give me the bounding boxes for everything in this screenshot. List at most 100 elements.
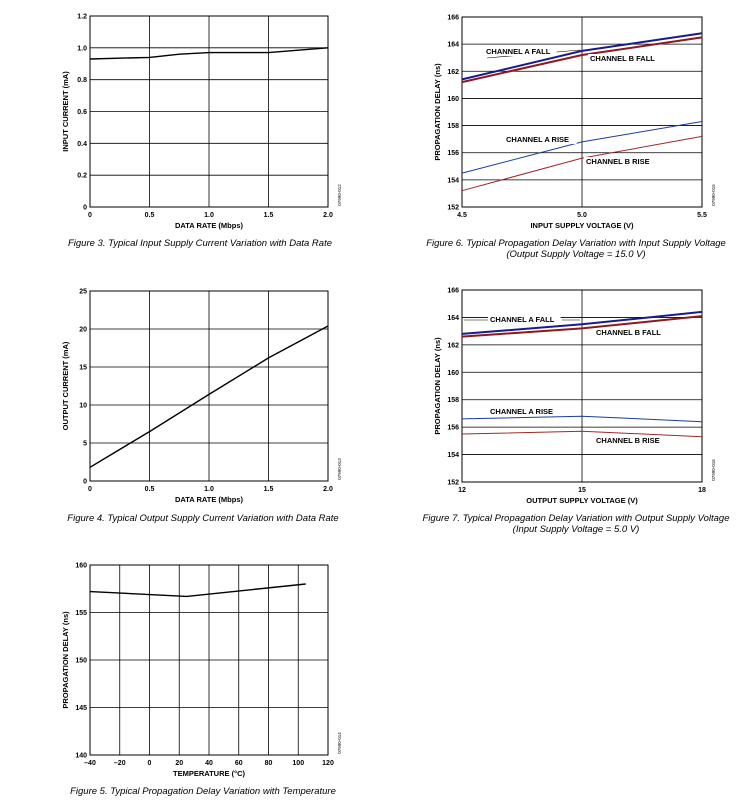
x-tick-label: 0.5	[145, 212, 155, 219]
series-annotation: CHANNEL B FALL	[596, 328, 661, 337]
series-annotation: CHANNEL A RISE	[490, 407, 553, 416]
x-axis-label: OUTPUT SUPPLY VOLTAGE (V)	[526, 496, 638, 505]
series-line	[461, 121, 703, 174]
y-tick-label: 158	[447, 123, 459, 130]
plot-frame	[461, 16, 703, 208]
x-tick-label: –40	[84, 760, 96, 767]
y-tick-label: 154	[447, 452, 459, 459]
x-tick-label: –20	[114, 760, 126, 767]
chart-3: –40 –20 0 20 40 60 80 100 120 140 145 150 155 160 TEMP…	[61, 563, 342, 779]
y-tick-label: 166	[447, 288, 459, 295]
y-tick-label: 25	[79, 289, 87, 296]
y-tick-label: 164	[447, 42, 459, 49]
x-tick-label: 0	[88, 486, 92, 493]
x-tick-label: 60	[235, 760, 243, 767]
chart-1: 0 0.5 1.0 1.5 2.0 0 0.2 0.4 0.6 0.8 1.0 1.2 DATA RAT…	[61, 14, 342, 231]
plot-frame	[89, 15, 329, 208]
y-tick-label: 5	[83, 441, 87, 448]
y-tick-label: 0.4	[77, 141, 87, 148]
x-tick-label: 0	[148, 760, 152, 767]
x-tick-label: 2.0	[323, 486, 333, 493]
annotation-bg	[594, 328, 667, 337]
y-tick-label: 158	[447, 397, 459, 404]
series-line	[461, 32, 703, 81]
series-line	[89, 47, 329, 60]
plot-frame	[89, 564, 329, 756]
x-tick-label: 5.0	[577, 212, 587, 219]
chart-2: 0 0.5 1.0 1.5 2.0 0 5 10 15 20 25 DATA RATE (Mbps) O…	[61, 289, 342, 505]
caption-line: (Output Supply Voltage = 15.0 V)	[506, 249, 646, 260]
y-tick-label: 0.8	[77, 77, 87, 84]
x-tick-label: 100	[292, 760, 304, 767]
y-tick-label: 20	[79, 327, 87, 334]
x-axis-label: TEMPERATURE (°C)	[173, 769, 246, 778]
y-tick-label: 0	[83, 205, 87, 212]
x-axis-label: DATA RATE (Mbps)	[175, 495, 244, 504]
series-line	[89, 583, 306, 598]
series-line	[461, 430, 703, 438]
series-annotation: CHANNEL B FALL	[590, 54, 655, 63]
y-axis-label: OUTPUT CURRENT (mA)	[61, 341, 70, 430]
figure-caption: Figure 4. Typical Output Supply Current …	[3, 513, 403, 524]
x-tick-label: 5.5	[697, 212, 707, 219]
y-tick-label: 162	[447, 342, 459, 349]
x-axis-label: INPUT SUPPLY VOLTAGE (V)	[530, 221, 634, 230]
y-axis-label: PROPAGATION DELAY (ns)	[433, 337, 442, 435]
chart-4: 4.5 5.0 5.5 152 154 156 158 160 162 164 166 INPUT S…	[433, 15, 716, 231]
plot-frame	[89, 290, 329, 482]
x-tick-label: 4.5	[457, 212, 467, 219]
series-line	[461, 415, 703, 423]
figure-caption: Figure 6. Typical Propagation Delay Vari…	[376, 238, 754, 260]
y-tick-label: 156	[447, 150, 459, 157]
annotation-bg	[488, 407, 561, 416]
y-tick-label: 160	[447, 96, 459, 103]
x-tick-label: 20	[175, 760, 183, 767]
x-tick-label: 0.5	[145, 486, 155, 493]
plot-frame	[461, 289, 703, 483]
series-line	[461, 135, 703, 192]
caption-line: (Input Supply Voltage = 5.0 V)	[512, 524, 640, 535]
x-tick-label: 40	[205, 760, 213, 767]
y-axis-label: PROPAGATION DELAY (ns)	[433, 63, 442, 161]
series-line	[89, 325, 329, 468]
series-annotation: CHANNEL A FALL	[490, 315, 555, 324]
figure-id: 07990-012	[337, 184, 342, 206]
y-tick-label: 160	[75, 563, 87, 570]
figure-caption: Figure 5. Typical Propagation Delay Vari…	[3, 786, 403, 797]
annotation-bg	[584, 157, 657, 166]
annotation-bg	[504, 135, 577, 144]
caption-line: Figure 4. Typical Output Supply Current …	[67, 513, 339, 524]
caption-line: Figure 6. Typical Propagation Delay Vari…	[426, 238, 726, 249]
y-tick-label: 155	[75, 610, 87, 617]
series-line	[461, 315, 703, 338]
y-tick-label: 154	[447, 177, 459, 184]
series-annotation: CHANNEL B RISE	[586, 157, 650, 166]
y-tick-label: 1.2	[77, 14, 87, 21]
series-line	[461, 310, 703, 335]
y-tick-label: 10	[79, 403, 87, 410]
x-tick-label: 18	[698, 487, 706, 494]
x-tick-label: 1.0	[204, 212, 214, 219]
series-annotation: CHANNEL B RISE	[596, 436, 660, 445]
caption-line: Figure 3. Typical Input Supply Current V…	[67, 238, 332, 249]
y-tick-label: 0	[83, 479, 87, 486]
y-tick-label: 164	[447, 315, 459, 322]
y-tick-label: 0.6	[77, 109, 87, 116]
series-annotation: CHANNEL A RISE	[506, 135, 569, 144]
y-tick-label: 152	[447, 205, 459, 212]
y-axis-label: PROPAGATION DELAY (ns)	[61, 611, 70, 709]
annotation-bg	[484, 47, 557, 56]
y-tick-label: 160	[447, 370, 459, 377]
y-tick-label: 140	[75, 753, 87, 760]
annotation-bg	[488, 315, 561, 324]
annotation-bg	[594, 436, 667, 445]
figure-id: 07990-014	[337, 732, 342, 754]
x-tick-label: 1.5	[264, 212, 274, 219]
y-tick-label: 166	[447, 15, 459, 22]
y-tick-label: 1.0	[77, 45, 87, 52]
annotation-bg	[588, 54, 661, 63]
y-tick-label: 0.2	[77, 173, 87, 180]
y-tick-label: 150	[75, 658, 87, 665]
x-tick-label: 120	[322, 760, 334, 767]
